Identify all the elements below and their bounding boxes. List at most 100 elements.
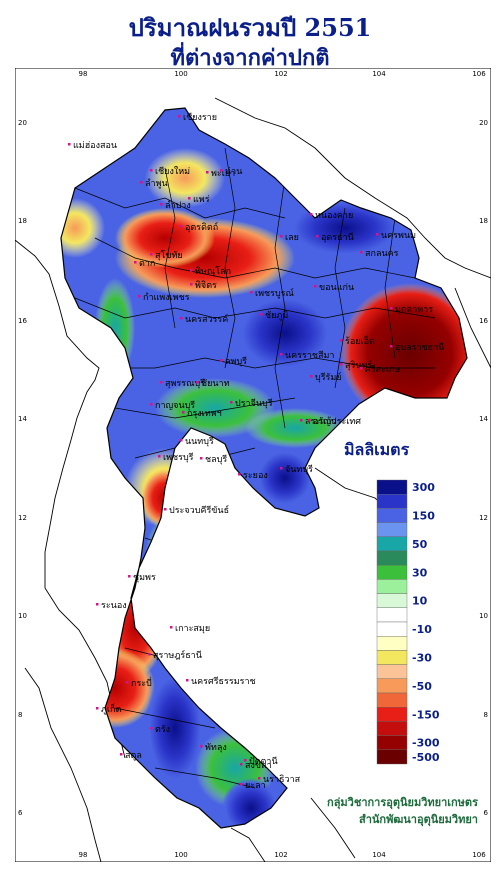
legend-swatch: [376, 636, 408, 651]
neighbour-borders: [15, 97, 491, 862]
map-subtitle: ที่ต่างจากค่าปกติ: [170, 45, 330, 71]
lon-tick-label: 104: [372, 851, 386, 859]
legend-unit: มิลลิเมตร: [344, 440, 410, 459]
place-label: พัทลุง: [205, 743, 227, 753]
place-label: กาญจนบุรี: [155, 400, 195, 411]
station-marker: [200, 457, 203, 460]
place-label: กรุงเทพฯ: [187, 409, 222, 419]
legend-swatch: [376, 536, 408, 552]
place-label: ชัยนาท: [201, 379, 230, 389]
place-label: เกาะสมุย: [175, 624, 210, 634]
place-label: กำแพงเพชร: [143, 292, 190, 303]
legend-swatch: [376, 749, 408, 765]
station-marker: [360, 251, 363, 254]
legend-label: -150: [412, 708, 440, 721]
place-label: ลพบุรี: [225, 356, 247, 367]
place-label: เชียงราย: [183, 112, 217, 123]
lon-tick-label: 104: [372, 70, 386, 78]
place-label: นครราชสีมา: [285, 350, 334, 361]
station-marker: [240, 783, 243, 786]
station-marker: [180, 317, 183, 320]
station-marker: [206, 171, 209, 174]
place-label: อุตรดิตถ์: [185, 221, 218, 233]
place-label: นนทบุรี: [185, 436, 214, 447]
lat-tick-label: 18: [18, 217, 27, 225]
station-marker: [178, 115, 181, 118]
place-label: มุกดาหาร: [395, 305, 433, 315]
lat-tick-label: 20: [18, 119, 27, 127]
lat-tick-label: 10: [18, 612, 27, 620]
legend-swatch: [376, 621, 408, 637]
place-label: พิษณุโลก: [195, 266, 231, 277]
station-marker: [150, 403, 153, 406]
legend-label: -30: [412, 652, 432, 665]
lat-tick-label: 12: [18, 514, 27, 522]
lat-tick-label: 20: [479, 119, 488, 127]
station-marker: [314, 285, 317, 288]
station-marker: [96, 603, 99, 606]
lon-tick-label: 98: [79, 70, 88, 78]
place-label: สกลนคร: [365, 249, 399, 259]
place-label: พะเยา: [211, 169, 235, 179]
lat-tick-label: 6: [18, 809, 23, 817]
station-marker: [280, 353, 283, 356]
legend-swatch: [376, 565, 408, 580]
station-marker: [186, 679, 189, 682]
station-marker: [220, 169, 223, 172]
station-marker: [258, 777, 261, 780]
station-marker: [300, 419, 303, 422]
station-marker: [164, 508, 167, 511]
place-label: จันทบุรี: [285, 464, 313, 475]
place-label: เพชรบูรณ์: [255, 287, 294, 299]
place-label: ปัตตานี: [249, 756, 278, 767]
lat-tick-label: 10: [479, 612, 488, 620]
place-label: เลย: [285, 233, 299, 243]
place-label: ตรัง: [155, 725, 170, 735]
station-marker: [158, 455, 161, 458]
lat-tick-label: 18: [479, 217, 488, 225]
station-marker: [170, 626, 173, 629]
legend-label: 10: [412, 595, 428, 608]
place-label: ภูเก็ต: [101, 702, 121, 715]
place-label: สุราษฎร์ธานี: [153, 649, 202, 661]
station-marker: [280, 467, 283, 470]
station-marker: [244, 759, 247, 762]
legend-swatch: [376, 494, 408, 509]
credit-office: สำนักพัฒนาอุตุนิยมวิทยา: [359, 813, 478, 826]
station-marker: [390, 345, 393, 348]
place-label: ยะลา: [245, 781, 266, 791]
station-marker: [128, 575, 131, 578]
station-marker: [230, 401, 233, 404]
place-label: บุรีรัมย์: [315, 371, 342, 383]
place-label: สุพรรณบุรี: [165, 378, 205, 389]
place-label: สุโขทัย: [155, 250, 183, 261]
legend-swatch: [376, 479, 408, 495]
station-marker: [140, 181, 143, 184]
lat-tick-label: 14: [18, 415, 27, 423]
station-marker: [138, 295, 141, 298]
legend-swatch: [376, 508, 408, 523]
place-label: ศรีสะเกษ: [365, 364, 400, 375]
legend-swatch: [376, 593, 408, 608]
legend-swatch: [376, 550, 408, 566]
place-label: เพชรบุรี: [163, 452, 194, 463]
station-marker: [188, 197, 191, 200]
province-borders: [74, 147, 436, 789]
place-label: หนองคาย: [315, 211, 353, 221]
station-marker: [160, 203, 163, 206]
station-marker: [308, 419, 311, 422]
place-label: เชียงใหม่: [155, 166, 190, 177]
place-label: นราธิวาส: [263, 774, 301, 785]
station-marker: [390, 307, 393, 310]
legend-swatch: [376, 692, 408, 708]
lon-tick-label: 102: [274, 851, 287, 859]
lat-tick-label: 8: [484, 711, 488, 719]
station-marker: [360, 367, 363, 370]
station-marker: [200, 745, 203, 748]
lon-tick-label: 98: [79, 851, 88, 859]
place-label: นครศรีธรรมราช: [191, 676, 256, 687]
place-label: ระยอง: [243, 471, 268, 481]
place-label: แพร่: [193, 195, 210, 205]
lon-tick-label: 100: [174, 851, 187, 859]
